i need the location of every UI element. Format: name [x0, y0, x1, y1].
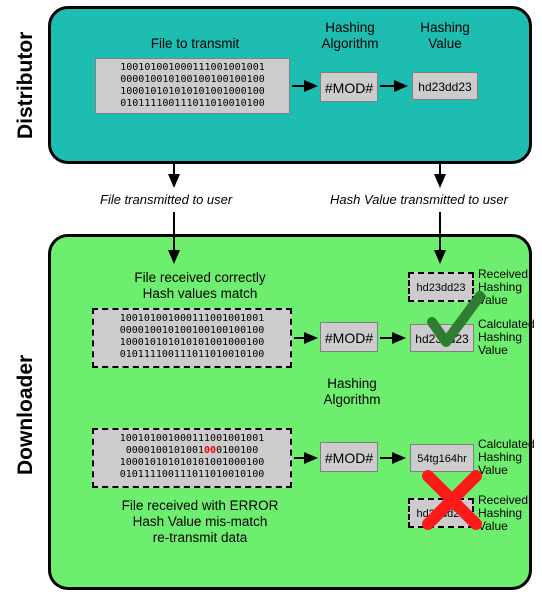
calculated-hv-label-err: CalculatedHashingValue [478, 438, 535, 477]
bin-line: 000010010100100100100100 [96, 74, 289, 86]
distributor-hash-box: hd23dd23 [412, 72, 478, 100]
bin-line: 010111100111011010010100 [96, 98, 289, 110]
hash-transmitted-label: Hash Value transmitted to user [330, 192, 508, 207]
algo-title-mid: HashingAlgorithm [312, 376, 392, 408]
bin-line: 100101001000111001001001 [94, 433, 290, 445]
ok-file-box: 100101001000111001001001 000010010100100… [92, 308, 292, 368]
distributor-mod-box: #MOD# [320, 72, 378, 102]
distributor-label: Distributor [14, 30, 38, 140]
hashing-value-title: HashingValue [410, 20, 480, 52]
bin-line: 100101001000111001001001 [96, 62, 289, 74]
bin-line: 010111100111011010010100 [94, 469, 290, 481]
bin-line: 000010010100100100100100 [94, 325, 290, 337]
bin-line: 010111100111011010010100 [94, 349, 290, 361]
file-transmitted-label: File transmitted to user [100, 192, 232, 207]
bin-line-err: 0000100101001000100100 [94, 445, 290, 457]
err-file-box: 100101001000111001001001 000010010100100… [92, 428, 292, 488]
calculated-hash-box-ok: hd23dd23 [410, 324, 474, 352]
calculated-hv-label-ok: CalculatedHashingValue [478, 318, 535, 357]
downloader-label: Downloader [14, 350, 38, 480]
calculated-hash-box-err: 54tg164hr [410, 444, 474, 472]
received-hash-box-err: hd23dd23 [408, 498, 474, 528]
bin-line: 100010101010101001000100 [94, 457, 290, 469]
err-caption: File received with ERRORHash Value mis-m… [110, 498, 290, 546]
bin-line: 100010101010101001000100 [96, 86, 289, 98]
received-hash-box-ok: hd23dd23 [408, 272, 474, 302]
bin-line: 100010101010101001000100 [94, 337, 290, 349]
ok-mod-box: #MOD# [320, 322, 378, 352]
hashing-algorithm-title: HashingAlgorithm [310, 20, 390, 52]
received-hv-label-ok: ReceivedHashingValue [478, 268, 528, 307]
received-hv-label-err: ReceivedHashingValue [478, 494, 528, 533]
file-transmit-title: File to transmit [110, 36, 280, 52]
bin-line: 100101001000111001001001 [94, 313, 290, 325]
distributor-file-box: 100101001000111001001001 000010010100100… [95, 58, 290, 114]
err-mod-box: #MOD# [320, 442, 378, 472]
ok-caption: File received correctlyHash values match [110, 270, 290, 302]
